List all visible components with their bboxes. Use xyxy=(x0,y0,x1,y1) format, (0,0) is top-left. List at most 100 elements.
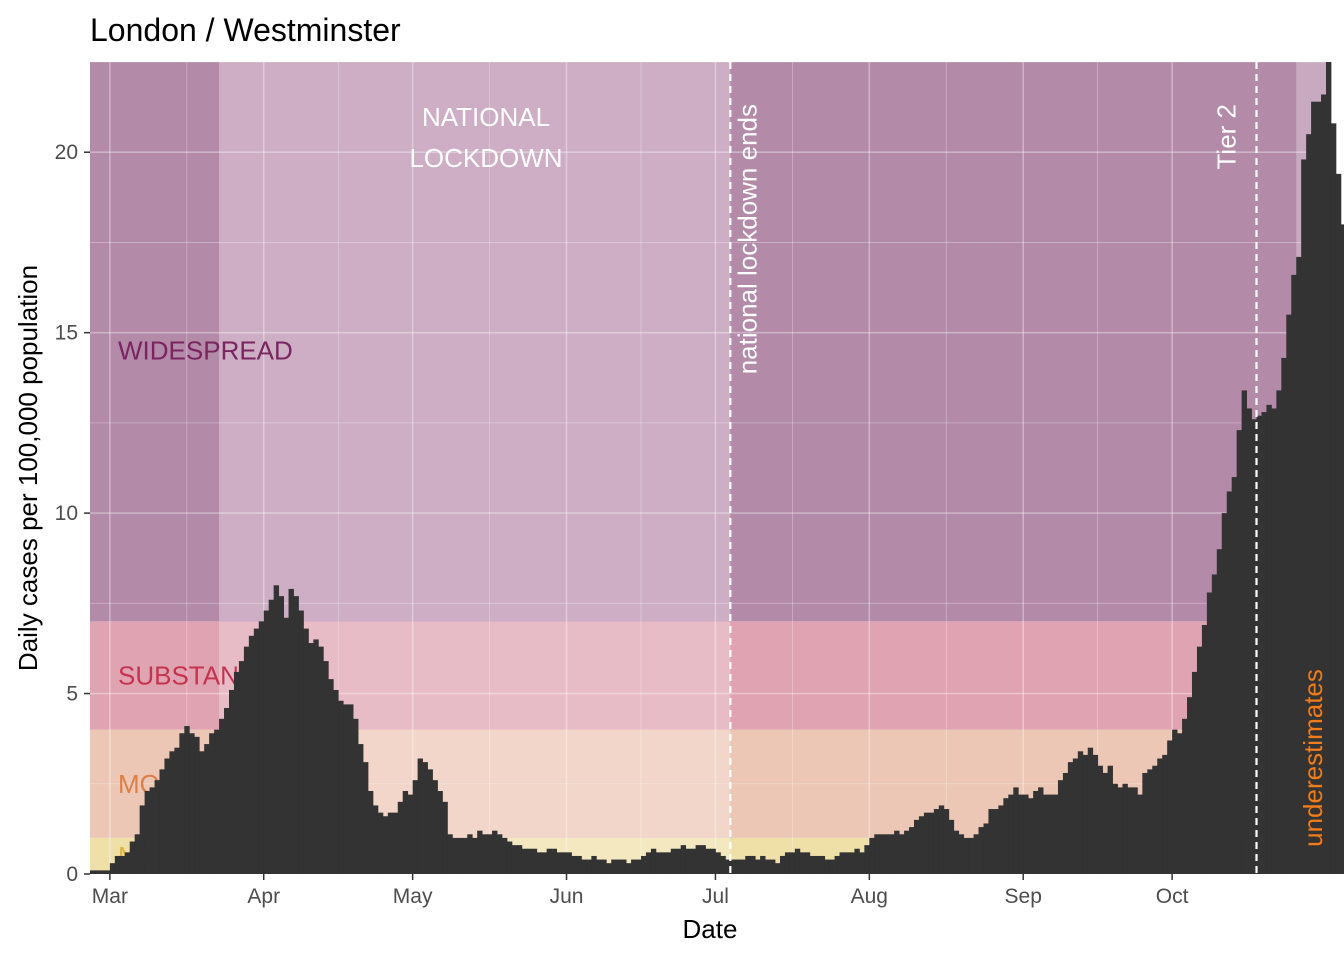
bar xyxy=(904,830,910,874)
bar xyxy=(715,852,721,874)
bar xyxy=(601,859,607,874)
bar xyxy=(849,852,855,874)
bar xyxy=(819,855,826,874)
bar xyxy=(1256,415,1262,874)
bar xyxy=(506,841,513,874)
bar xyxy=(1092,754,1099,874)
bar xyxy=(343,704,349,874)
bar xyxy=(94,870,101,874)
bar xyxy=(119,855,126,874)
bar xyxy=(645,852,652,874)
bar xyxy=(631,859,637,874)
bar xyxy=(1107,765,1113,874)
bar xyxy=(1003,798,1009,874)
bar xyxy=(318,646,324,874)
bar xyxy=(199,751,205,874)
bar xyxy=(1167,740,1173,874)
bar xyxy=(710,848,716,874)
bar xyxy=(566,852,572,874)
bar xyxy=(765,859,771,874)
bar xyxy=(670,848,677,874)
bar xyxy=(963,837,970,874)
bar xyxy=(953,830,960,874)
bar xyxy=(228,689,235,874)
bar xyxy=(1231,477,1238,874)
bar xyxy=(1182,718,1188,874)
bar xyxy=(273,585,280,874)
bar xyxy=(268,599,275,874)
bar xyxy=(99,870,106,874)
bar xyxy=(1306,134,1312,874)
bar xyxy=(144,790,150,874)
bar xyxy=(472,837,478,874)
bar xyxy=(214,729,220,874)
bar xyxy=(1321,94,1327,875)
bar xyxy=(1152,765,1158,874)
bar xyxy=(824,859,831,874)
bar xyxy=(308,643,314,874)
bar xyxy=(283,617,289,874)
bar xyxy=(1038,787,1044,874)
bar xyxy=(1326,62,1332,874)
bar xyxy=(104,870,111,874)
bar xyxy=(442,801,448,874)
bar xyxy=(675,848,682,874)
bar xyxy=(467,834,473,874)
bar xyxy=(760,855,766,874)
underestimates-label: underestimates xyxy=(1298,669,1328,847)
x-axis-title: Date xyxy=(683,914,738,944)
bar xyxy=(1187,697,1193,874)
bar xyxy=(526,848,533,874)
bar xyxy=(750,855,756,874)
bar xyxy=(1137,794,1143,874)
bar xyxy=(1067,762,1074,874)
bar xyxy=(606,863,612,874)
bar xyxy=(169,751,175,874)
bar xyxy=(407,794,414,874)
bar xyxy=(884,834,890,874)
bar xyxy=(1246,408,1252,874)
bar xyxy=(482,834,488,874)
bar xyxy=(561,852,567,874)
bar xyxy=(725,859,731,874)
bar xyxy=(219,718,225,874)
bar xyxy=(591,855,597,874)
bar xyxy=(586,859,592,874)
bar xyxy=(477,830,483,874)
x-tick-label: Mar xyxy=(92,885,128,908)
bar xyxy=(298,610,304,874)
bar xyxy=(109,863,116,874)
bar xyxy=(1177,733,1183,874)
bar xyxy=(204,744,210,874)
band-label-widespread: WIDESPREAD xyxy=(118,336,293,366)
bar xyxy=(139,805,146,874)
bar xyxy=(1206,592,1213,874)
bar xyxy=(149,787,155,874)
bar xyxy=(114,855,121,874)
bar xyxy=(323,661,329,874)
bar xyxy=(735,859,741,874)
bar xyxy=(90,870,96,874)
bar xyxy=(948,819,955,874)
bar xyxy=(770,859,776,874)
bar xyxy=(164,758,170,874)
bar xyxy=(556,852,562,874)
bar xyxy=(1311,101,1317,875)
bar xyxy=(581,859,587,874)
bar xyxy=(521,848,528,874)
x-tick-label: Jun xyxy=(550,885,584,908)
bar xyxy=(1261,412,1267,874)
bar xyxy=(546,848,553,874)
bar xyxy=(1316,101,1322,875)
bar xyxy=(1043,794,1049,874)
bar xyxy=(159,769,165,874)
bar xyxy=(775,863,781,874)
bar xyxy=(973,834,979,874)
bar xyxy=(958,834,965,874)
bar xyxy=(353,718,359,874)
bar xyxy=(1062,772,1069,874)
bar xyxy=(809,855,816,874)
bar xyxy=(576,855,582,874)
bar xyxy=(1236,430,1243,874)
bar xyxy=(933,809,940,874)
